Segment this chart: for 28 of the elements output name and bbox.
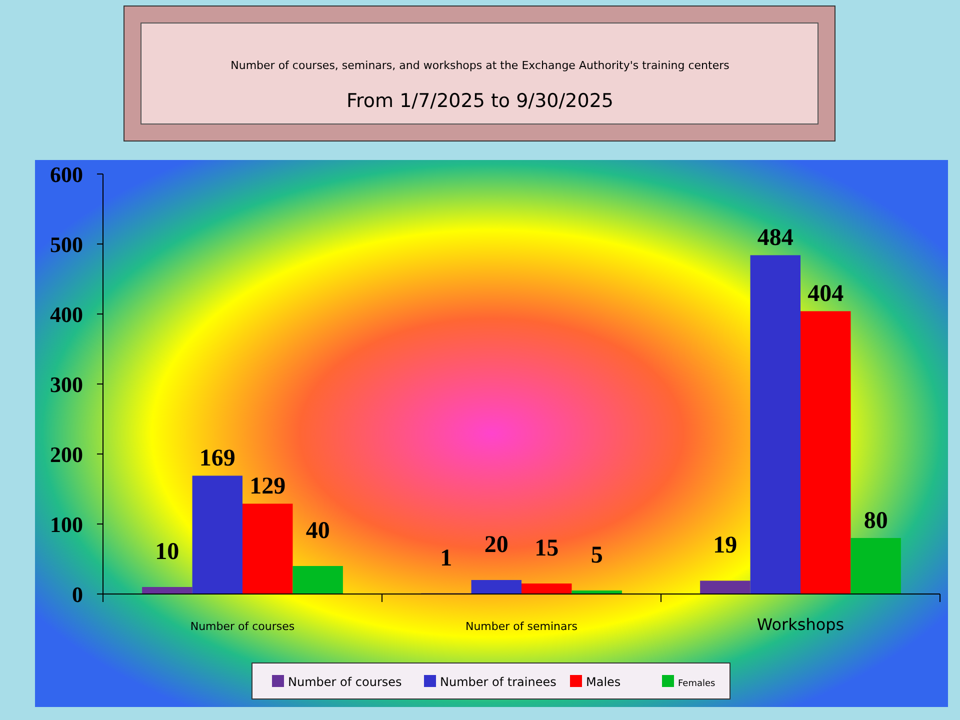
legend-label: Females <box>678 679 716 689</box>
y-tick-label: 200 <box>50 442 83 467</box>
data-label: 129 <box>250 474 286 500</box>
x-tick-label: Workshops <box>756 615 844 634</box>
data-label: 20 <box>484 532 508 558</box>
data-label: 80 <box>864 508 888 534</box>
data-label: 15 <box>534 536 559 562</box>
data-label: 484 <box>757 225 794 252</box>
y-tick-label: 400 <box>50 302 83 327</box>
data-label: 40 <box>306 518 330 544</box>
y-tick-label: 100 <box>50 512 83 537</box>
data-label: 404 <box>808 281 844 308</box>
y-tick-label: 600 <box>50 162 83 187</box>
legend-label: Number of trainees <box>440 675 556 689</box>
data-label: 169 <box>199 446 236 472</box>
chart-subtitle: From 1/7/2025 to 9/30/2025 <box>346 90 614 112</box>
x-tick-label: Number of seminars <box>465 620 578 633</box>
data-label: 5 <box>590 542 603 568</box>
legend-label: Number of courses <box>288 675 402 689</box>
data-label: 10 <box>155 539 180 565</box>
y-tick-label: 0 <box>72 582 83 607</box>
legend-label: Males <box>586 675 621 689</box>
chart-title: Number of courses, seminars, and workshops at the Exchange Authority's training centers <box>230 59 730 72</box>
data-label: 19 <box>713 532 738 559</box>
y-tick-label: 500 <box>50 232 83 257</box>
x-tick-label: Number of courses <box>190 620 295 633</box>
data-label: 1 <box>440 545 452 572</box>
y-tick-label: 300 <box>50 372 83 397</box>
